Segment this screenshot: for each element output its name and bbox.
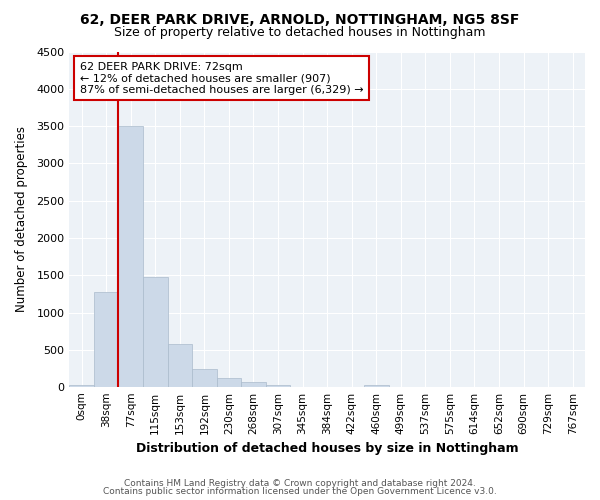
Text: Size of property relative to detached houses in Nottingham: Size of property relative to detached ho… [114, 26, 486, 39]
Bar [217, 378, 241, 388]
Y-axis label: Number of detached properties: Number of detached properties [15, 126, 28, 312]
Bar [118, 126, 143, 388]
Bar [143, 277, 167, 388]
Bar [241, 382, 266, 388]
Bar [94, 292, 118, 388]
Text: Contains public sector information licensed under the Open Government Licence v3: Contains public sector information licen… [103, 487, 497, 496]
Text: 62, DEER PARK DRIVE, ARNOLD, NOTTINGHAM, NG5 8SF: 62, DEER PARK DRIVE, ARNOLD, NOTTINGHAM,… [80, 12, 520, 26]
Bar [70, 385, 94, 388]
Bar [364, 385, 389, 388]
Bar [167, 344, 192, 388]
Text: Contains HM Land Registry data © Crown copyright and database right 2024.: Contains HM Land Registry data © Crown c… [124, 478, 476, 488]
Text: 62 DEER PARK DRIVE: 72sqm
← 12% of detached houses are smaller (907)
87% of semi: 62 DEER PARK DRIVE: 72sqm ← 12% of detac… [80, 62, 363, 95]
Bar [192, 370, 217, 388]
X-axis label: Distribution of detached houses by size in Nottingham: Distribution of detached houses by size … [136, 442, 518, 455]
Bar [266, 385, 290, 388]
